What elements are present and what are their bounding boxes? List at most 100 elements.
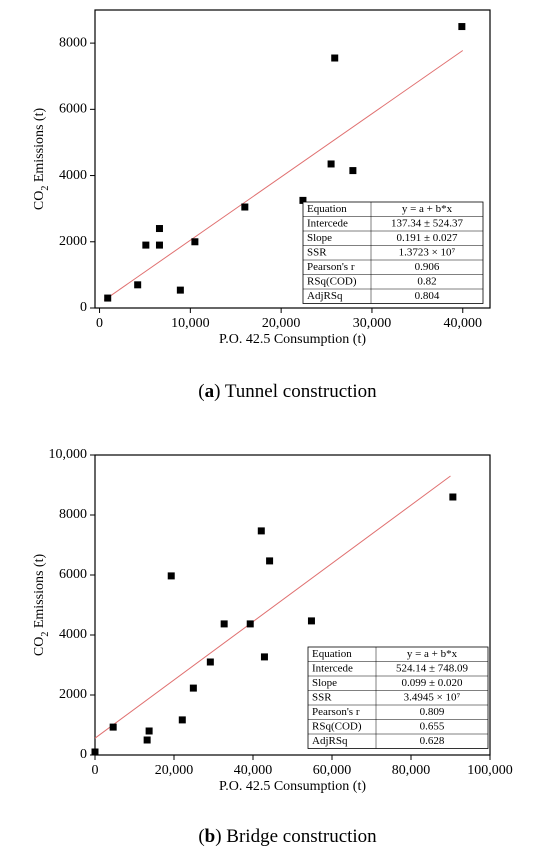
caption: (a) Tunnel construction (198, 381, 377, 402)
table-value: 524.14 ± 748.09 (396, 662, 469, 674)
data-point (206, 658, 214, 666)
x-tick-label: 20,000 (262, 316, 301, 331)
x-axis-label: P.O. 42.5 Consumption (t) (219, 332, 366, 347)
table-value: y = a + b*x (407, 648, 458, 660)
y-label-part: Emissions (t) (32, 108, 47, 186)
data-point (449, 493, 457, 501)
y-tick-label: 4000 (59, 168, 87, 183)
table-key: AdjRSq (307, 290, 343, 302)
x-axis-label: P.O. 42.5 Consumption (t) (219, 779, 366, 794)
table-value: 3.4945 × 10⁷ (404, 691, 461, 703)
table-key: Slope (312, 677, 337, 689)
data-point (143, 736, 151, 744)
x-tick-label: 0 (92, 763, 99, 778)
table-value: 0.099 ± 0.020 (401, 677, 463, 689)
x-tick-label: 30,000 (353, 316, 392, 331)
table-value: 0.906 (415, 261, 440, 273)
data-point (257, 527, 265, 535)
table-value: 0.82 (417, 275, 436, 287)
stats-table (302, 201, 484, 304)
y-tick-label: 10,000 (49, 447, 88, 462)
data-point (241, 203, 249, 211)
x-tick-label: 40,000 (444, 316, 483, 331)
caption-part: ( (198, 381, 204, 402)
table-key: SSR (312, 691, 332, 703)
data-point (191, 238, 199, 246)
table-value: y = a + b*x (402, 203, 453, 215)
y-label-part: 2 (40, 632, 51, 637)
table-value: 0.804 (415, 290, 440, 302)
x-tick-label: 100,000 (467, 763, 513, 778)
caption-part: ) Bridge construction (215, 826, 377, 847)
data-point (176, 286, 184, 294)
y-axis-label: CO2 Emissions (t) (32, 108, 51, 211)
data-point (104, 294, 112, 302)
data-point (307, 617, 315, 625)
table-value: 0.191 ± 0.027 (396, 232, 458, 244)
x-tick-label: 60,000 (313, 763, 352, 778)
y-tick-label: 6000 (59, 567, 87, 582)
fit-line (103, 50, 464, 301)
table-value: 137.34 ± 524.37 (391, 217, 464, 229)
y-label-part: Emissions (t) (32, 554, 47, 632)
table-key: RSq(COD) (307, 275, 357, 287)
table-key: AdjRSq (312, 735, 348, 747)
data-point (145, 727, 153, 735)
caption-part: ( (198, 826, 204, 847)
data-point (189, 684, 197, 692)
x-tick-label: 20,000 (155, 763, 194, 778)
caption: (b) Bridge construction (198, 826, 377, 847)
table-key: Pearson's r (312, 706, 360, 718)
y-axis-label: CO2 Emissions (t) (32, 554, 51, 657)
plot-frame (94, 454, 491, 756)
table-key: RSq(COD) (312, 720, 362, 732)
data-point (327, 160, 335, 168)
caption-part: ) Tunnel construction (214, 381, 377, 402)
data-point (91, 748, 99, 756)
plot-frame (94, 9, 491, 309)
x-tick-label: 0 (96, 316, 103, 331)
y-tick-label: 4000 (59, 627, 87, 642)
table-key: Intercede (307, 217, 348, 229)
y-tick-label: 8000 (59, 507, 87, 522)
y-tick-label: 0 (80, 747, 87, 762)
data-point (220, 620, 228, 628)
table-key: SSR (307, 246, 327, 258)
caption-part: b (205, 826, 216, 847)
y-label-part: CO (32, 191, 47, 210)
data-point (178, 716, 186, 724)
table-key: Equation (312, 648, 352, 660)
y-tick-label: 8000 (59, 35, 87, 50)
y-tick-label: 0 (80, 300, 87, 315)
fit-line (94, 475, 451, 739)
data-point (458, 23, 466, 31)
data-point (155, 241, 163, 249)
data-point (246, 620, 254, 628)
data-point (142, 241, 150, 249)
data-point (331, 54, 339, 62)
data-point (167, 572, 175, 580)
stats-table (307, 646, 489, 749)
data-point (155, 225, 163, 233)
table-value: 0.655 (420, 720, 445, 732)
x-tick-label: 80,000 (392, 763, 431, 778)
y-tick-label: 2000 (59, 687, 87, 702)
data-point (260, 653, 268, 661)
table-value: 0.809 (420, 706, 445, 718)
x-tick-label: 40,000 (234, 763, 273, 778)
table-key: Pearson's r (307, 261, 355, 273)
table-value: 1.3723 × 10⁷ (399, 246, 456, 258)
table-key: Slope (307, 232, 332, 244)
y-tick-label: 6000 (59, 102, 87, 117)
caption-part: a (205, 381, 215, 402)
table-key: Equation (307, 203, 347, 215)
x-tick-label: 10,000 (171, 316, 210, 331)
table-value: 0.628 (420, 735, 445, 747)
y-tick-label: 2000 (59, 234, 87, 249)
y-label-part: CO (32, 637, 47, 656)
data-point (299, 196, 307, 204)
data-point (134, 281, 142, 289)
data-point (349, 167, 357, 175)
y-label-part: 2 (40, 186, 51, 191)
